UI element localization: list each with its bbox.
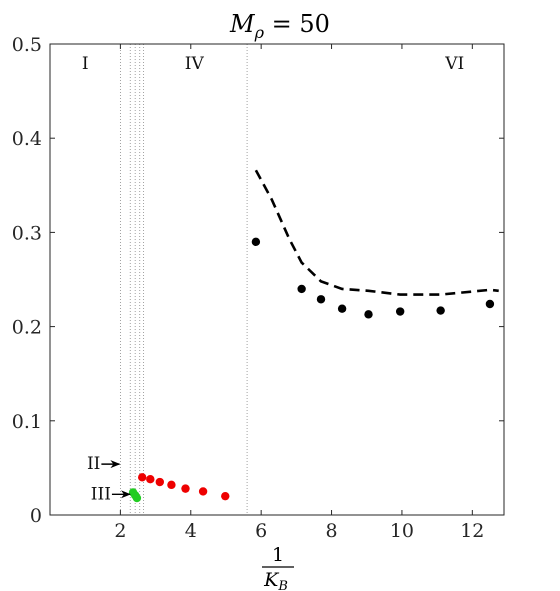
x-tick-label: 12 [460, 520, 484, 542]
x-tick-label: 2 [114, 520, 126, 542]
x-tick-label: 6 [255, 520, 267, 542]
series-0-point [436, 306, 445, 315]
region-boundaries [119, 44, 248, 515]
y-tick-label: 0.3 [12, 222, 42, 244]
annotation-label: II [87, 454, 100, 474]
y-tick-label: 0.2 [12, 317, 42, 339]
series-1-line [254, 169, 499, 296]
annotation-label: III [91, 484, 111, 504]
region-label: I [82, 54, 89, 74]
title-symbol: M [229, 10, 256, 38]
series-0-point [297, 284, 306, 294]
plot-area [49, 43, 505, 516]
series-0-point [395, 307, 405, 316]
series-2-point [221, 491, 230, 501]
x-tick-label: 10 [390, 520, 414, 542]
title-rest: = 50 [264, 10, 330, 38]
series-layer [128, 169, 499, 503]
series-2-point [155, 477, 165, 487]
series-0-point [485, 299, 495, 309]
x-tick-label: 4 [185, 520, 197, 542]
tick-labels: 2 4 6 8 10 12 0 0.1 0.2 0.3 0.4 0.5 [12, 34, 485, 542]
x-label-denominator-subscript: B [277, 579, 288, 591]
series-0-point [337, 304, 347, 313]
x-axis-label: 1 KB [262, 544, 294, 591]
series-0-point [251, 237, 261, 247]
series-2-point [138, 473, 147, 482]
series-2-point [146, 475, 155, 484]
title-subscript: ρ [254, 23, 265, 42]
series-2-point [181, 484, 190, 493]
series-0-point [316, 295, 326, 304]
x-label-denominator-symbol: K [263, 569, 280, 591]
series-2-point [198, 487, 208, 496]
y-tick-label: 0.5 [12, 34, 42, 56]
series-3-point [132, 493, 142, 503]
y-tick-label: 0 [30, 505, 42, 527]
x-tick-label: 8 [326, 520, 338, 542]
region-label: IV [185, 54, 205, 74]
x-label-numerator: 1 [272, 544, 284, 566]
y-tick-label: 0.1 [12, 411, 42, 433]
region-label: VI [444, 54, 464, 74]
region-labels: I IV VI [82, 54, 464, 74]
series-0-point [364, 310, 373, 319]
series-2-point [167, 480, 176, 490]
y-tick-label: 0.4 [12, 128, 42, 150]
axis-ticks [50, 43, 504, 516]
x-label-denominator: KB [263, 569, 288, 591]
chart-title: Mρ = 50 [229, 10, 330, 42]
